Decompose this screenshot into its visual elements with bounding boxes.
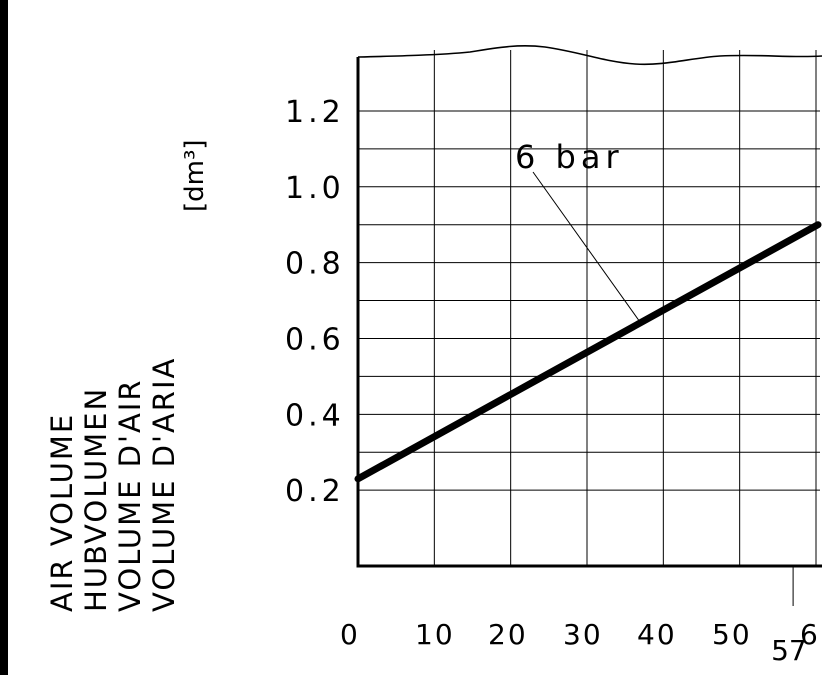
x-tick-label: 40 — [637, 618, 677, 651]
x-tick-label: 10 — [415, 618, 455, 651]
y-tick-label: 0.2 — [285, 474, 345, 509]
x-tick-label: 50 — [712, 618, 752, 651]
left-border — [0, 0, 8, 675]
series-line-6bar — [354, 221, 822, 483]
y-tick-label: 0.8 — [285, 247, 345, 282]
annotation-leader — [532, 171, 641, 323]
x-tick-label: 20 — [488, 618, 528, 651]
series-annotation: 6 bar — [515, 138, 624, 176]
y-tick-label: 0.6 — [285, 322, 345, 357]
x-tick-label: 30 — [563, 618, 603, 651]
y-tick-label: 0.4 — [285, 398, 345, 433]
x-tick-label: 6 — [800, 618, 820, 651]
x-tick-label: 0 — [340, 618, 360, 651]
break-line — [357, 45, 823, 66]
y-tick-label: 1.0 — [285, 171, 345, 206]
y-tick-label: 1.2 — [285, 95, 345, 130]
x-marker-label: 57 — [771, 634, 807, 667]
